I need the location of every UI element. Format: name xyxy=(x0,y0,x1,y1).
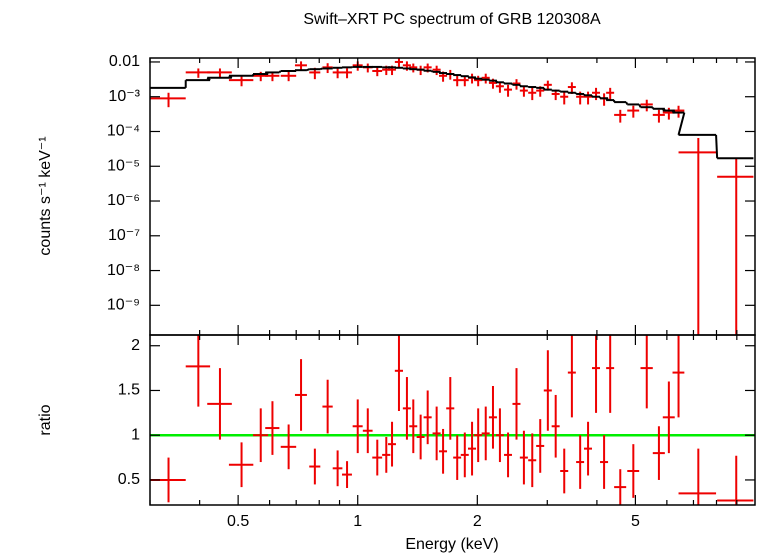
y2-tick-label: 1.5 xyxy=(118,382,140,399)
model-riser xyxy=(306,68,310,72)
y-tick-label: 10⁻⁷ xyxy=(108,227,140,244)
y-tick-label: 0.01 xyxy=(109,53,140,70)
y-tick-label: 10⁻⁵ xyxy=(107,157,140,174)
model-riser xyxy=(430,70,434,73)
axes: 0.5 1 2 5 0.01 10⁻³ 10⁻⁴ 10⁻⁵ 10⁻⁶ 10⁻⁷ 10⁻⁸ 10⁻⁹ 0.… xyxy=(107,53,755,530)
y-tick-label: 10⁻⁸ xyxy=(107,262,140,279)
x-tick-label: 0.5 xyxy=(227,513,249,530)
model-riser xyxy=(638,103,642,108)
y2-tick-label: 2 xyxy=(131,337,140,354)
y2-tick-label: 1 xyxy=(131,426,140,443)
y2-tick-label: 0.5 xyxy=(118,471,140,488)
x-tick-label: 1 xyxy=(353,513,362,530)
model-riser xyxy=(558,90,562,93)
x-tick-label: 5 xyxy=(631,513,640,530)
y-tick-label: 10⁻⁶ xyxy=(107,192,140,209)
chart-title: Swift–XRT PC spectrum of GRB 120308A xyxy=(303,11,601,28)
model-riser xyxy=(319,67,323,71)
model-riser xyxy=(278,70,282,74)
y-axis-label: counts s⁻¹ keV⁻¹ xyxy=(37,136,54,255)
y-tick-label: 10⁻⁹ xyxy=(107,297,140,314)
y-tick-label: 10⁻⁴ xyxy=(107,123,140,140)
model-riser xyxy=(715,134,719,159)
y-tick-label: 10⁻³ xyxy=(108,88,140,105)
model-riser xyxy=(625,101,629,105)
ratio-panel xyxy=(150,335,755,505)
model-riser xyxy=(677,112,686,136)
y2-axis-label: ratio xyxy=(37,404,54,435)
top-frame xyxy=(149,57,756,336)
spectrum-panel xyxy=(150,58,754,335)
bottom-frame xyxy=(149,334,756,506)
x-tick-label: 2 xyxy=(473,513,482,530)
x-axis-label: Energy (keV) xyxy=(405,536,498,553)
